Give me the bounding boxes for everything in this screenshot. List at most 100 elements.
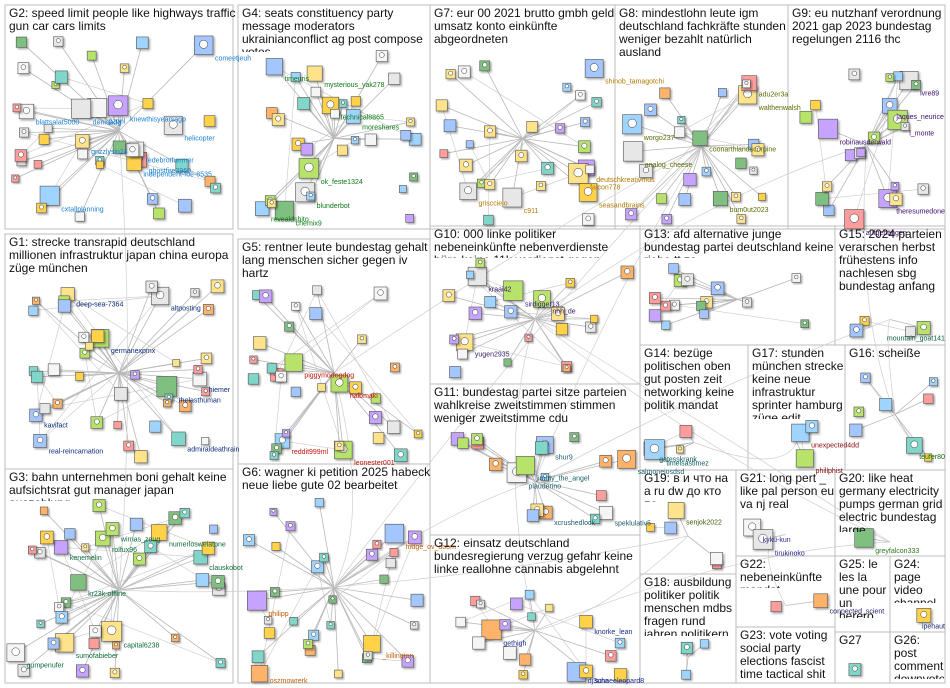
- user-avatar-node[interactable]: [31, 370, 44, 383]
- user-avatar-node[interactable]: [503, 358, 512, 367]
- user-avatar-node[interactable]: [388, 72, 401, 85]
- user-avatar-node[interactable]: [659, 87, 671, 99]
- user-avatar-node[interactable]: [266, 107, 278, 119]
- user-avatar-node[interactable]: [526, 509, 540, 522]
- user-avatar-node[interactable]: [310, 86, 321, 98]
- user-avatar-node[interactable]: [466, 270, 475, 279]
- user-avatar-node[interactable]: [156, 376, 178, 397]
- user-avatar-node[interactable]: [64, 528, 76, 540]
- user-avatar-node[interactable]: [483, 214, 494, 226]
- user-avatar-node[interactable]: [735, 157, 747, 169]
- user-avatar-node[interactable]: [385, 558, 396, 569]
- user-avatar-node[interactable]: [346, 109, 361, 124]
- user-avatar-node[interactable]: [590, 314, 599, 323]
- user-avatar-node[interactable]: [439, 149, 449, 158]
- user-avatar-node[interactable]: [149, 420, 162, 433]
- user-avatar-node[interactable]: [710, 552, 723, 565]
- user-avatar-node[interactable]: [309, 307, 323, 320]
- user-avatar-node[interactable]: [683, 173, 697, 187]
- user-avatar-node[interactable]: [71, 98, 91, 119]
- user-avatar-node[interactable]: [673, 126, 686, 138]
- user-avatar-node[interactable]: [410, 593, 424, 607]
- user-avatar-node[interactable]: [39, 506, 49, 515]
- user-avatar-node[interactable]: [47, 363, 60, 376]
- user-avatar-node[interactable]: [699, 309, 709, 319]
- user-avatar-node[interactable]: [678, 193, 691, 206]
- user-avatar-node[interactable]: [503, 646, 517, 660]
- user-avatar-node[interactable]: [195, 573, 210, 587]
- user-avatar-node[interactable]: [112, 140, 126, 154]
- user-avatar-node[interactable]: [171, 431, 186, 446]
- user-avatar-node[interactable]: [893, 71, 903, 82]
- user-avatar-node[interactable]: [54, 70, 68, 84]
- user-avatar-node[interactable]: [372, 432, 385, 444]
- user-avatar-node[interactable]: [250, 665, 269, 683]
- user-avatar-node[interactable]: [681, 669, 691, 680]
- user-avatar-node[interactable]: [126, 155, 142, 171]
- user-avatar-node[interactable]: [692, 130, 708, 146]
- user-avatar-node[interactable]: [443, 119, 457, 132]
- user-avatar-node[interactable]: [334, 669, 343, 679]
- user-avatar-node[interactable]: [455, 616, 466, 628]
- user-avatar-node[interactable]: [815, 192, 829, 206]
- user-avatar-node[interactable]: [175, 158, 189, 172]
- user-avatar-node[interactable]: [810, 99, 821, 111]
- user-avatar-node[interactable]: [596, 490, 607, 501]
- user-avatar-node[interactable]: [664, 521, 677, 535]
- user-avatar-node[interactable]: [86, 50, 97, 61]
- user-avatar-node[interactable]: [524, 589, 535, 600]
- user-avatar-node[interactable]: [712, 191, 728, 207]
- user-avatar-node[interactable]: [43, 123, 53, 133]
- user-avatar-node[interactable]: [204, 175, 216, 187]
- user-avatar-node[interactable]: [379, 574, 389, 584]
- user-avatar-node[interactable]: [253, 336, 267, 350]
- user-avatar-node[interactable]: [53, 540, 69, 555]
- user-avatar-node[interactable]: [38, 133, 50, 145]
- user-avatar-node[interactable]: [263, 627, 276, 639]
- user-avatar-node[interactable]: [579, 615, 593, 629]
- user-avatar-node[interactable]: [289, 617, 298, 626]
- user-avatar-node[interactable]: [70, 574, 87, 591]
- user-avatar-node[interactable]: [201, 541, 215, 555]
- user-avatar-node[interactable]: [39, 185, 60, 206]
- user-avatar-node[interactable]: [535, 441, 549, 455]
- user-avatar-node[interactable]: [823, 204, 835, 216]
- user-avatar-node[interactable]: [297, 97, 310, 110]
- user-avatar-node[interactable]: [113, 420, 122, 430]
- user-avatar-node[interactable]: [192, 371, 208, 387]
- user-avatar-node[interactable]: [15, 36, 27, 48]
- user-avatar-node[interactable]: [209, 524, 218, 534]
- user-avatar-node[interactable]: [598, 506, 613, 520]
- user-avatar-node[interactable]: [172, 359, 181, 367]
- user-avatar-node[interactable]: [134, 450, 148, 464]
- user-avatar-node[interactable]: [77, 148, 88, 160]
- user-avatar-node[interactable]: [88, 638, 100, 649]
- user-avatar-node[interactable]: [623, 141, 644, 162]
- user-avatar-node[interactable]: [95, 160, 104, 169]
- user-avatar-node[interactable]: [856, 147, 866, 157]
- user-avatar-node[interactable]: [251, 650, 265, 663]
- user-avatar-node[interactable]: [555, 323, 568, 336]
- user-avatar-node[interactable]: [503, 280, 524, 301]
- user-avatar-node[interactable]: [799, 110, 813, 124]
- user-avatar-node[interactable]: [364, 133, 377, 146]
- user-avatar-node[interactable]: [387, 420, 401, 434]
- user-avatar-node[interactable]: [849, 423, 863, 437]
- user-avatar-node[interactable]: [435, 99, 448, 112]
- user-avatar-node[interactable]: [114, 387, 128, 401]
- user-avatar-node[interactable]: [300, 143, 313, 156]
- user-avatar-node[interactable]: [384, 523, 405, 544]
- user-avatar-node[interactable]: [668, 263, 679, 274]
- user-avatar-node[interactable]: [519, 653, 532, 666]
- user-avatar-node[interactable]: [151, 524, 168, 541]
- user-avatar-node[interactable]: [330, 109, 340, 119]
- user-avatar-node[interactable]: [465, 140, 474, 149]
- user-avatar-node[interactable]: [679, 425, 693, 438]
- user-avatar-node[interactable]: [290, 72, 301, 82]
- user-avatar-node[interactable]: [389, 548, 399, 557]
- user-avatar-node[interactable]: [924, 453, 933, 462]
- user-avatar-node[interactable]: [718, 88, 727, 97]
- user-avatar-node[interactable]: [795, 449, 814, 468]
- user-avatar-node[interactable]: [203, 115, 216, 127]
- user-avatar-node[interactable]: [905, 326, 916, 337]
